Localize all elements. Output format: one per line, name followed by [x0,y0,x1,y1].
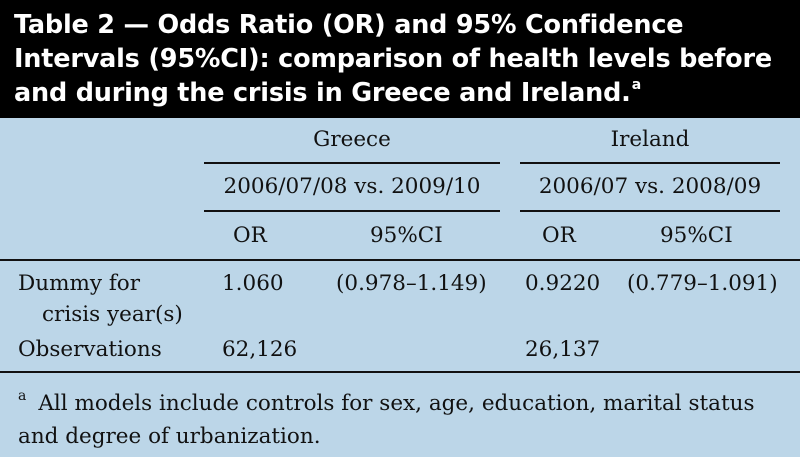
header-bottom-rule [0,259,800,261]
greece-or-value: 1.060 [222,271,284,296]
table-title-text: Table 2 — Odds Ratio (OR) and 95% Confid… [14,10,772,108]
greece-header-rule [204,162,500,164]
greece-observations-value: 62,126 [222,337,298,362]
footnote-text: All models include controls for sex, age… [18,391,755,450]
footnote: a All models include controls for sex, ag… [18,382,788,453]
title-footnote-marker: a [631,76,641,93]
ireland-observations-value: 26,137 [525,337,601,362]
ireland-header: Ireland [610,127,690,152]
row-label-observations: Observations [18,337,162,362]
greece-ci-value: (0.978–1.149) [336,271,487,296]
greece-header: Greece [313,127,391,152]
ireland-period-rule [520,210,780,212]
ireland-ci-header: 95%CI [660,223,733,248]
ireland-header-rule [520,162,780,164]
greece-ci-header: 95%CI [370,223,443,248]
row-label-dummy-line2: crisis year(s) [42,302,183,327]
row-label-dummy-line1: Dummy for [18,271,141,296]
ireland-or-value: 0.9220 [525,271,601,296]
footnote-marker: a [18,388,27,404]
greece-or-header: OR [233,223,267,248]
greece-period: 2006/07/08 vs. 2009/10 [223,174,481,199]
ireland-or-header: OR [542,223,576,248]
greece-period-rule [204,210,500,212]
ireland-ci-value: (0.779–1.091) [627,271,778,296]
table-bottom-rule [0,371,800,373]
ireland-period: 2006/07 vs. 2008/09 [538,174,762,199]
table-title: Table 2 — Odds Ratio (OR) and 95% Confid… [0,0,800,118]
